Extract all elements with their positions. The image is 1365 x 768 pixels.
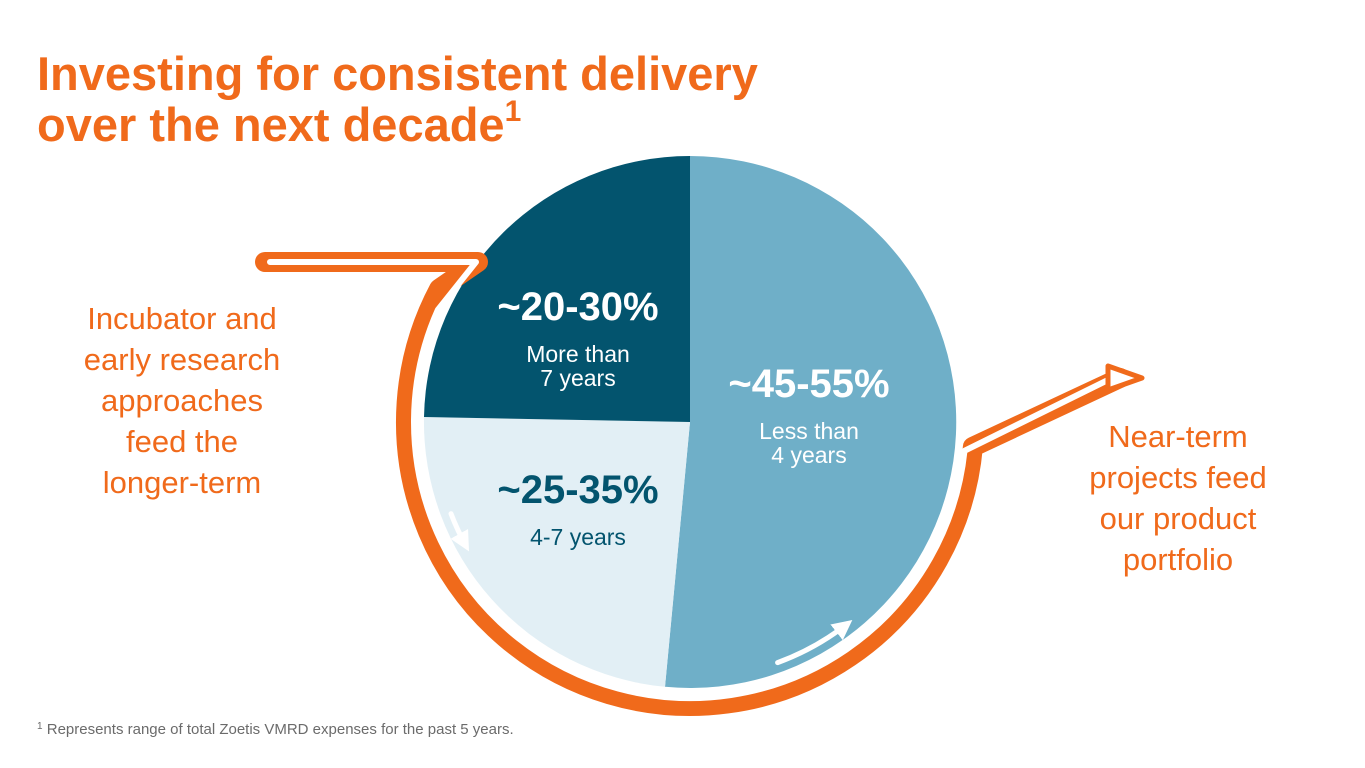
footnote-text: Represents range of total Zoetis VMRD ex… — [46, 721, 514, 738]
right-caption-line: portfolio — [1122, 542, 1234, 577]
left-caption-line: Incubator and — [87, 301, 277, 336]
slice-duration-label: 4-7 years — [530, 524, 626, 550]
left-caption: Incubator and early research approaches … — [52, 298, 312, 503]
down-arrow-icon — [448, 511, 470, 552]
slice-duration-label: 4 years — [771, 442, 846, 468]
slice-percentage-label: ~25-35% — [497, 468, 658, 512]
flow-arrow-orange-band — [255, 252, 1130, 716]
slice-duration-label: Less than — [759, 418, 859, 444]
left-caption-line: feed the — [125, 424, 239, 459]
footnote: 1 Represents range of total Zoetis VMRD … — [37, 721, 514, 738]
pie-slice — [423, 417, 690, 687]
pie-slice — [424, 156, 690, 422]
slice-duration-label: More than — [526, 341, 630, 367]
right-caption: Near-term projects feed our product port… — [1058, 416, 1298, 580]
cycle-flow-arrow — [255, 252, 1145, 716]
left-caption-line: approaches — [100, 383, 263, 418]
slide-title: Investing for consistent delivery over th… — [37, 48, 758, 150]
title-line-1: Investing for consistent delivery — [37, 47, 758, 100]
left-caption-line: early research — [83, 342, 281, 377]
title-line-2: over the next decade — [37, 98, 505, 151]
title-footnote-marker: 1 — [504, 95, 522, 128]
right-caption-line: Near-term — [1108, 419, 1248, 454]
slice-duration-label: 7 years — [540, 365, 615, 391]
slice-percentage-label: ~20-30% — [497, 285, 658, 329]
footnote-marker: 1 — [37, 721, 43, 732]
pie-slice — [665, 155, 957, 688]
pie-slices — [423, 155, 957, 688]
up-arrow-icon — [775, 620, 853, 666]
right-caption-line: projects feed — [1089, 460, 1267, 495]
flow-arrow-white-line — [267, 259, 1115, 702]
flow-arrow-head — [1105, 363, 1145, 393]
left-caption-line: longer-term — [102, 465, 262, 500]
slice-percentage-label: ~45-55% — [728, 362, 889, 406]
right-caption-line: our product — [1099, 501, 1257, 536]
